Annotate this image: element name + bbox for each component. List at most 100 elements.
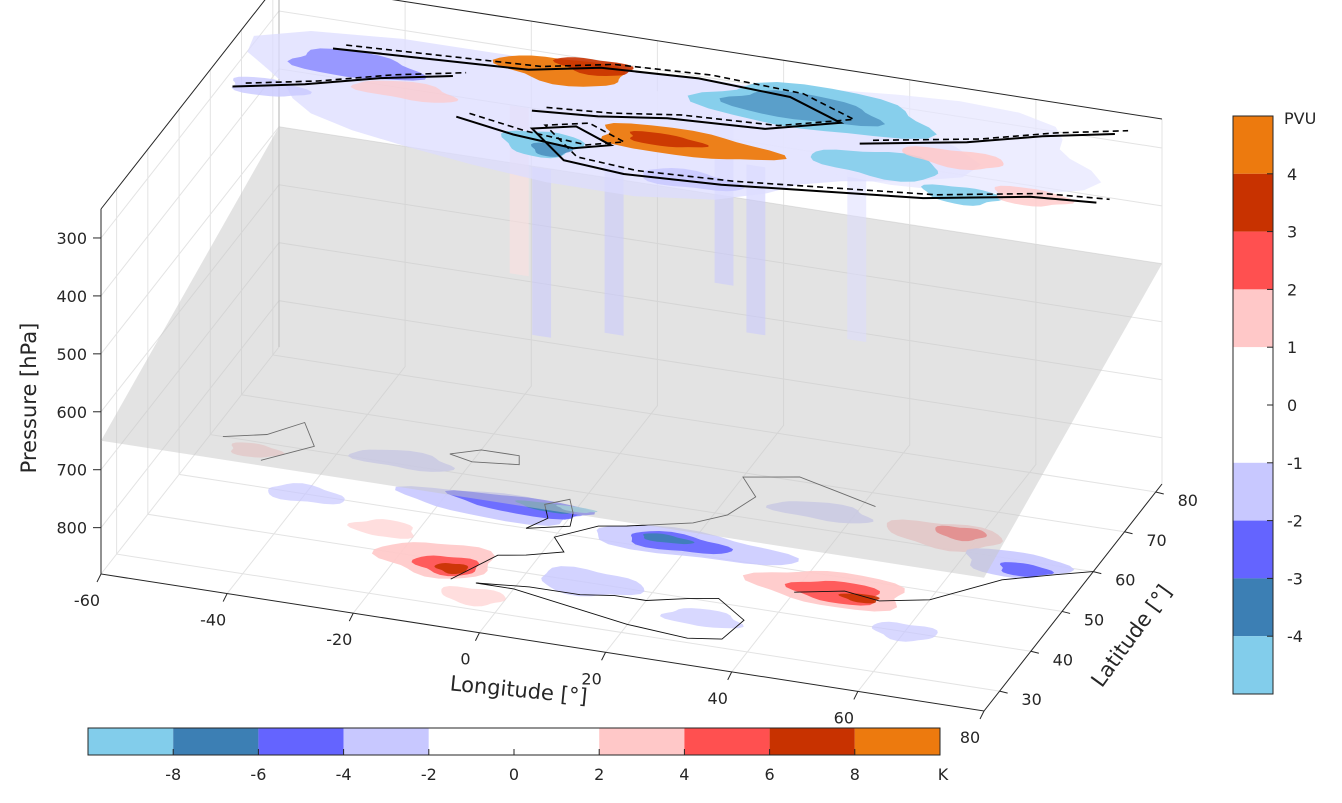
y-axis-ticks: 30 40 50 60 70 80 bbox=[999, 491, 1198, 709]
temperature-colorbar-tick-label: 6 bbox=[765, 765, 775, 784]
temperature-colorbar-tick-label: -2 bbox=[421, 765, 437, 784]
pv-colorbar-tick-label: 2 bbox=[1287, 280, 1297, 299]
surface-anomaly-patch bbox=[441, 586, 506, 607]
temperature-colorbar-tick-label: 4 bbox=[679, 765, 689, 784]
y-tick-mark bbox=[1155, 491, 1164, 495]
pv-anomaly-patch bbox=[902, 146, 1004, 171]
y-tick-label: 50 bbox=[1084, 610, 1104, 629]
upper-pv-layer bbox=[231, 31, 1129, 207]
y-tick-mark bbox=[1093, 571, 1102, 575]
surface-anomaly-patch bbox=[999, 562, 1055, 577]
x-tick-mark bbox=[601, 652, 607, 661]
y-tick-label: 70 bbox=[1146, 531, 1166, 550]
x-axis-label: Longitude [°] bbox=[449, 671, 589, 708]
x-tick-label: 60 bbox=[834, 708, 854, 727]
pv-anomaly-patch bbox=[810, 149, 939, 182]
y-axis-label: Latitude [°] bbox=[1086, 580, 1176, 691]
pv-colorbar-segment bbox=[1233, 116, 1273, 174]
surface-anomaly-patch bbox=[541, 566, 645, 597]
x-tick-mark bbox=[348, 612, 354, 622]
coastline bbox=[475, 582, 745, 640]
vertical-anomaly-column bbox=[847, 171, 867, 342]
pv-anomaly-patch bbox=[719, 90, 886, 127]
temperature-colorbar-segment bbox=[258, 728, 344, 755]
x-tick-label: 0 bbox=[460, 650, 470, 669]
z-tick-label: 300 bbox=[56, 229, 87, 248]
pv-anomaly-patch bbox=[994, 185, 1075, 207]
pv-colorbar-segment bbox=[1233, 173, 1273, 232]
temperature-colorbar-segment bbox=[769, 728, 855, 755]
pv-colorbar-segment bbox=[1233, 462, 1273, 521]
pv-colorbar: 4 3 2 1 0 -1 -2 -3 -4 bbox=[1232, 115, 1303, 695]
temperature-colorbar-segment bbox=[514, 728, 600, 755]
surface-anomaly-patch bbox=[346, 519, 414, 539]
temperature-colorbar-tick-label: -4 bbox=[336, 765, 352, 784]
y-tick-label: 60 bbox=[1115, 571, 1135, 590]
pv-contour-dashed bbox=[346, 44, 857, 127]
temperature-colorbar-tick-label: 8 bbox=[850, 765, 860, 784]
pv-contour-solid bbox=[859, 133, 1115, 145]
surface-anomaly-patch bbox=[838, 593, 880, 604]
coastline bbox=[794, 571, 1094, 602]
x-tick-mark bbox=[727, 671, 733, 681]
pv-contour-dashed bbox=[469, 112, 1110, 201]
pv-colorbar-unit: PVU bbox=[1284, 109, 1316, 128]
x-tick-label: 20 bbox=[581, 669, 601, 688]
temperature-colorbar: -8 -6 -4 -2 0 2 4 6 8 bbox=[87, 727, 941, 784]
grid-line bbox=[116, 189, 1000, 692]
pv-colorbar-tick-label: -3 bbox=[1287, 569, 1303, 588]
pv-contour-dashed bbox=[872, 129, 1129, 142]
z-axis-ticks: 300 400 500 600 700 800 bbox=[56, 229, 101, 538]
z-tick-label: 600 bbox=[56, 403, 87, 422]
pv-colorbar-tick-label: 4 bbox=[1287, 165, 1297, 184]
grid-line bbox=[147, 149, 1031, 652]
y-tick-label: 80 bbox=[1178, 491, 1198, 510]
axis-line bbox=[100, 0, 1163, 210]
surface-anomaly-patch bbox=[434, 563, 469, 575]
y-tick-mark bbox=[999, 690, 1008, 694]
temperature-colorbar-tick-label: 0 bbox=[509, 765, 519, 784]
pv-anomaly-patch bbox=[552, 57, 634, 76]
mid-level-plane-fill bbox=[101, 126, 1162, 578]
temperature-colorbar-segment bbox=[173, 728, 259, 755]
pv-colorbar-tick-label: 1 bbox=[1287, 338, 1297, 357]
pv-contour-solid bbox=[232, 75, 453, 88]
z-axis-label: Pressure [hPa] bbox=[17, 323, 41, 474]
pv-colorbar-segment bbox=[1233, 231, 1273, 290]
y-tick-label: 30 bbox=[1021, 690, 1041, 709]
pv-colorbar-segment bbox=[1233, 347, 1273, 405]
surface-anomaly-patch bbox=[643, 533, 695, 545]
x-tick-mark bbox=[979, 710, 985, 720]
x-tick-label: 80 bbox=[960, 728, 980, 747]
pv-anomaly-patch bbox=[287, 48, 427, 81]
pv-anomaly-patch bbox=[629, 131, 709, 148]
x-tick-label: 40 bbox=[708, 689, 728, 708]
vertical-anomaly-column bbox=[604, 164, 624, 336]
temperature-colorbar-tick-label: 2 bbox=[594, 765, 604, 784]
x-tick-label: -40 bbox=[200, 611, 226, 630]
z-tick-label: 700 bbox=[56, 461, 87, 480]
y-tick-mark bbox=[1124, 531, 1133, 535]
pv-colorbar-tick-label: -1 bbox=[1287, 454, 1303, 473]
temperature-colorbar-tick-label: -6 bbox=[250, 765, 266, 784]
x-tick-label: -20 bbox=[326, 630, 352, 649]
pv-colorbar-tick-label: 3 bbox=[1287, 223, 1297, 242]
x-tick-label: -60 bbox=[74, 591, 100, 610]
y-tick-label: 40 bbox=[1053, 650, 1073, 669]
axis-line bbox=[100, 209, 1163, 712]
pv-colorbar-tick-label: 0 bbox=[1287, 396, 1297, 415]
pv-contour-dashed bbox=[245, 71, 467, 84]
pv-anomaly-patch bbox=[231, 76, 312, 97]
temperature-colorbar-segment bbox=[684, 728, 770, 755]
surface-anomaly-patch bbox=[268, 483, 345, 505]
pv-colorbar-segment bbox=[1233, 405, 1273, 463]
vertical-anomaly-column bbox=[532, 166, 552, 338]
pv-anomaly-patch bbox=[350, 80, 459, 103]
z-tick-label: 500 bbox=[56, 345, 87, 364]
pv-colorbar-tick-label: -4 bbox=[1287, 627, 1303, 646]
temperature-colorbar-unit: K bbox=[938, 765, 949, 784]
x-tick-mark bbox=[853, 691, 859, 700]
pv-colorbar-tick-label: -2 bbox=[1287, 512, 1303, 531]
pv-colorbar-segment bbox=[1233, 520, 1273, 579]
